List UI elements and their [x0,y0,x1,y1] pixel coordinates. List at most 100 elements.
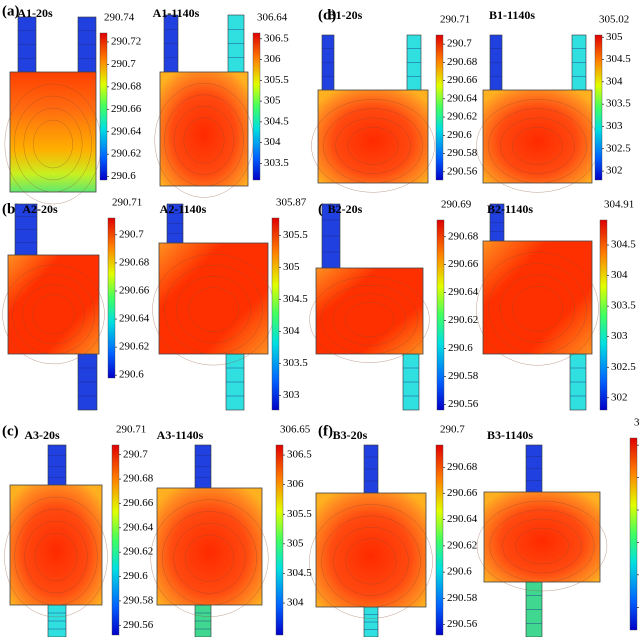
contour-line [32,119,74,169]
contour-line [476,252,599,366]
colorbar-tick-label: 305.5 [287,508,312,520]
colorbar-tick-label: 290.58 [447,147,478,159]
plot-title: A2-20s [22,202,58,216]
contour-line [309,276,430,363]
contour-line [14,508,98,606]
plot-title: B2-20s [328,202,363,216]
colorbar-max-label: 305.02 [599,14,629,26]
colorbar-tick-label: 290.58 [448,370,479,382]
temperature-field [482,240,593,355]
contour-line [150,499,269,617]
contour-line [335,117,411,174]
contour-line [515,527,569,565]
contour-line [24,520,88,594]
colorbar [275,444,284,636]
colorbar-tick-label: 290.68 [111,80,142,92]
contour-line [32,294,75,335]
contour-line [345,538,397,585]
contour-line [4,496,108,618]
contour-line [323,108,423,184]
contour-line [321,284,418,355]
temperature-field [317,89,429,184]
colorbar-tick-label: 304 [264,136,281,148]
contour-line [183,117,225,164]
colorbar [271,217,280,411]
colorbar-tick-label: 290.68 [119,256,150,268]
colorbar-tick-label: 290.64 [111,125,142,137]
colorbar-tick-label: 290.62 [111,148,141,160]
colorbar-tick-label: 304.5 [606,53,631,65]
colorbar-tick-label: 304.5 [611,239,636,251]
temperature-field [315,492,427,608]
colorbar-tick-label: 303.5 [606,98,631,110]
colorbar-tick-label: 290.6 [123,570,148,582]
temperature-field [482,89,593,184]
colorbar-max-label: 306.65 [280,424,311,436]
plot-title: B2-1140s [487,202,533,216]
colorbar-max-label: 290.71 [116,424,146,436]
colorbar [111,444,120,636]
colorbar [435,444,444,636]
colorbar-tick-label: 290.66 [447,487,478,499]
colorbar-tick-label: 304 [283,325,300,337]
colorbar-max-label: 305.87 [276,197,307,209]
contour-line [500,274,575,343]
colorbar-tick-label: 290.56 [448,398,479,410]
temperature-field [158,242,269,355]
colorbar [436,219,445,411]
colorbar-tick-label: 305 [283,261,300,273]
contour-line [164,264,263,355]
colorbar-tick-label: 305 [287,537,304,549]
colorbar-tick-label: 305.5 [283,229,308,241]
temperature-field [9,71,97,193]
colorbar [629,437,638,631]
colorbar-tick-label: 290.64 [447,513,478,525]
contour-line [512,285,563,332]
colorbar-tick-label: 290.7 [119,228,144,240]
contour-line [488,263,587,355]
colorbar-tick-label: 290.6 [447,566,472,578]
colorbar-tick-label: 304 [611,269,628,281]
contour-line [344,302,395,338]
temperature-field [159,71,249,187]
contour-line [173,522,246,594]
colorbar [99,32,108,181]
temperature-field [156,487,263,606]
colorbar-tick-label: 290.68 [123,473,154,485]
colorbar-tick-label: 306.5 [287,449,312,461]
temperature-field [7,254,100,355]
contour-line [185,534,234,582]
colorbar-tick-label: 290.66 [111,103,142,115]
plot-title: A1-1140s [153,6,200,20]
plot-title: B1-20s [328,8,363,22]
colorbar-tick-label: 302 [606,165,623,177]
colorbar-tick-label: 290.58 [447,592,478,604]
colorbar-tick-label: 290.56 [447,618,478,630]
panel-label: (c) [2,423,19,439]
colorbar-tick-label: 290.6 [447,129,472,141]
colorbar-tick-label: 290.64 [123,521,154,533]
colorbar-tick-label: 290.7 [447,38,472,50]
colorbar-tick-label: 290.64 [119,313,150,325]
colorbar-tick-label: 303 [606,120,623,132]
colorbar-tick-label: 290.7 [123,448,148,460]
colorbar-tick-label: 290.56 [447,165,478,177]
contour-line [309,504,433,619]
colorbar-max-label: 304.91 [604,199,634,211]
colorbar-tick-label: 290.62 [448,314,478,326]
colorbar-max-label: 306.64 [257,12,288,24]
plot-title: A3-1140s [157,428,204,442]
colorbar-tick-label: 290.6 [111,170,136,182]
colorbar-tick-label: 290.66 [447,74,478,86]
colorbar-tick-label: 303 [283,389,300,401]
colorbar-tick-label: 290.66 [119,285,150,297]
plot-title: A1-20s [17,6,53,20]
temperature-field [483,491,601,583]
colorbar-tick-label: 304.5 [287,567,312,579]
colorbar [594,34,603,181]
plot-title: B3-20s [333,428,368,442]
contour-line [347,126,399,165]
colorbar-tick-label: 290.56 [123,619,154,631]
colorbar-tick-label: 290.68 [447,461,478,473]
